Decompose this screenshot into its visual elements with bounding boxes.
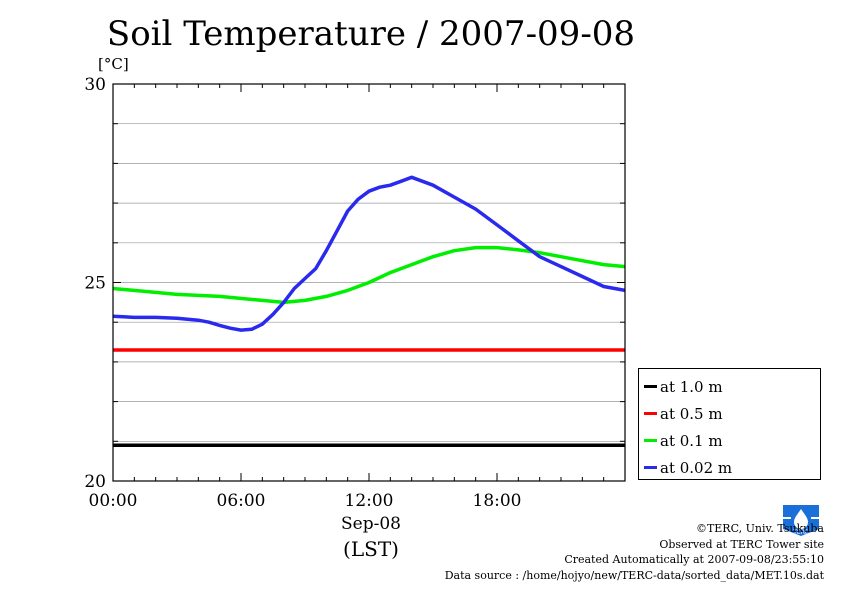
copyright-text: ©TERC, Univ. Tsukuba: [695, 522, 824, 535]
axis-ticks: 20 25 30 00:00 06:00 12:00 18:00: [84, 75, 626, 511]
series-lines: [112, 175, 626, 448]
legend-item: at 0.02 m: [639, 454, 820, 481]
legend-label: at 0.02 m: [660, 458, 733, 477]
y-tick-label: 30: [84, 75, 106, 95]
grid-lines: [113, 123, 625, 442]
legend-item: at 0.1 m: [639, 427, 820, 454]
y-axis-unit: [°C]: [98, 55, 129, 73]
series-line-at-0_1-m: [112, 245, 626, 305]
x-tick-label: 12:00: [345, 491, 394, 511]
legend-label: at 1.0 m: [660, 377, 723, 396]
y-tick-label: 25: [84, 274, 106, 294]
legend-swatch: [644, 412, 657, 415]
x-tick-label: 00:00: [89, 491, 138, 511]
chart-title: Soil Temperature / 2007-09-08: [106, 14, 636, 54]
legend-item: at 1.0 m: [639, 373, 820, 400]
series-line-at-0_02-m: [112, 175, 626, 332]
x-axis-timezone-label: (LST): [343, 537, 399, 561]
legend-swatch: [644, 385, 657, 388]
site-text: Observed at TERC Tower site: [659, 537, 824, 551]
x-tick-label: 18:00: [473, 491, 522, 511]
chart-legend: at 1.0 m at 0.5 m at 0.1 m at 0.02 m: [638, 368, 821, 480]
legend-swatch: [644, 466, 657, 469]
svg-text:TERC: TERC: [792, 529, 809, 536]
y-tick-label: 20: [84, 472, 106, 492]
terc-logo-icon: TERC: [783, 505, 819, 536]
legend-label: at 0.1 m: [660, 431, 723, 450]
data-source-text: Data source : /home/hojyo/new/TERC-data/…: [444, 568, 824, 582]
legend-item: at 0.5 m: [639, 400, 820, 427]
created-text: Created Automatically at 2007-09-08/23:5…: [564, 553, 824, 566]
x-axis-date-label: Sep-08: [341, 514, 401, 534]
credits-block: ©TERC, Univ. Tsukuba Observed at TERC To…: [445, 521, 824, 583]
x-tick-label: 06:00: [217, 491, 266, 511]
legend-swatch: [644, 439, 657, 442]
legend-label: at 0.5 m: [660, 404, 723, 423]
